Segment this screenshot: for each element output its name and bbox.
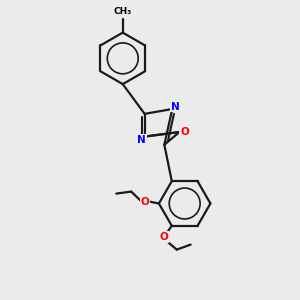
Text: O: O [141,196,149,206]
Text: CH₃: CH₃ [114,7,132,16]
Text: O: O [180,127,189,137]
Text: N: N [137,135,146,145]
Text: N: N [171,101,180,112]
Text: O: O [160,232,168,242]
